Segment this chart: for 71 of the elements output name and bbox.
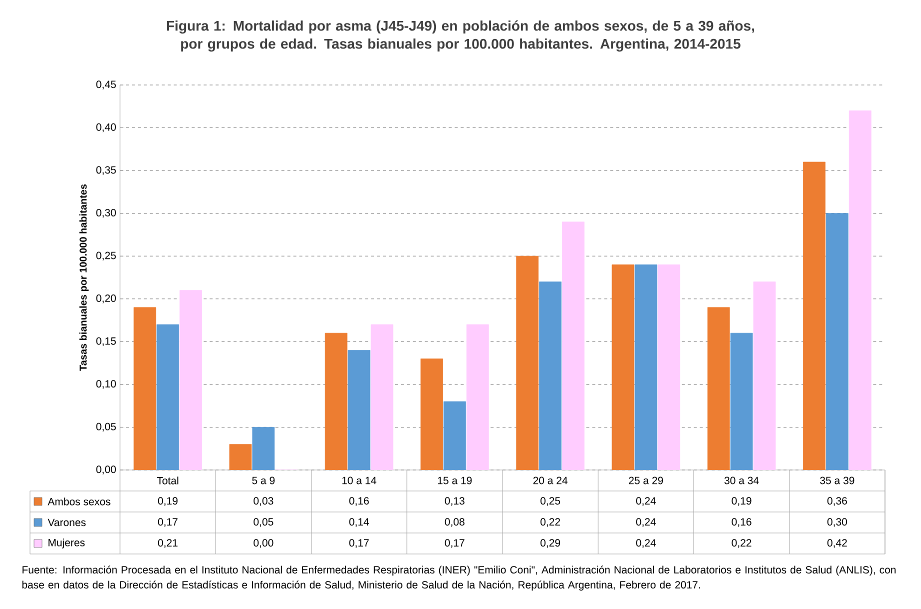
y-tick-label: 0,30 <box>96 208 116 218</box>
bar <box>803 162 826 470</box>
data-label: 0,42 <box>827 539 847 548</box>
bar <box>324 332 348 470</box>
chart-title: Figura 1: Mortalidad por asma (J45-J49) en población de ambos sexos, de 5 a 39 años, por grupos de edad. Tasas bianuales por 100.000 habitantes. Argentina, 2014-2015 <box>166 20 754 52</box>
bar <box>229 444 252 470</box>
data-label: 0,03 <box>254 497 274 506</box>
data-label: 0,24 <box>636 539 656 548</box>
bar <box>826 213 848 470</box>
bar <box>348 350 370 470</box>
x-tick-label: 30 a 34 <box>724 476 759 484</box>
data-label: 0,25 <box>540 497 560 506</box>
bar <box>634 264 658 470</box>
bar <box>252 427 275 470</box>
data-label: 0,00 <box>254 539 274 548</box>
data-label: 0,29 <box>540 539 560 548</box>
legend-label: Ambos sexos <box>48 498 110 506</box>
bar <box>180 290 202 470</box>
data-label: 0,19 <box>732 497 752 506</box>
bar <box>370 324 394 470</box>
data-label: 0,08 <box>444 518 464 527</box>
y-tick-label: 0,00 <box>96 466 116 474</box>
data-label: 0,24 <box>636 518 656 527</box>
data-label: 0,17 <box>158 518 178 527</box>
bar <box>443 401 466 470</box>
legend-label: Mujeres <box>48 538 85 548</box>
data-label: 0,16 <box>349 497 369 506</box>
x-tick-label: 25 a 29 <box>628 476 663 484</box>
data-label: 0,19 <box>158 497 178 506</box>
bar <box>658 264 680 470</box>
data-label: 0,30 <box>827 518 847 527</box>
bar <box>753 282 776 470</box>
x-tick-label: 20 a 24 <box>533 476 568 484</box>
legend-label: Varones <box>48 518 86 526</box>
y-tick-label: 0,25 <box>96 252 116 260</box>
x-tick-label: 5 a 9 <box>252 476 275 484</box>
y-tick-label: 0,20 <box>96 294 116 304</box>
x-tick-label: 15 a 19 <box>438 476 472 484</box>
bar <box>730 332 753 470</box>
y-tick-label: 0,15 <box>96 337 116 346</box>
data-label: 0,17 <box>349 539 369 548</box>
data-label: 0,16 <box>732 518 752 527</box>
data-label: 0,24 <box>636 497 656 506</box>
data-label: 0,36 <box>827 497 847 506</box>
data-label: 0,05 <box>254 518 274 527</box>
data-label: 0,22 <box>540 518 560 527</box>
bar <box>612 264 634 470</box>
bar <box>466 324 489 470</box>
x-tick-label: 35 a 39 <box>820 476 854 484</box>
x-tick-label: 10 a 14 <box>342 476 376 484</box>
y-tick-label: 0,35 <box>96 166 116 175</box>
data-label: 0,22 <box>732 539 752 548</box>
bar <box>707 307 730 470</box>
x-tick-label: Total <box>156 476 178 484</box>
y-tick-label: 0,05 <box>96 422 116 432</box>
data-label: 0,17 <box>444 539 464 548</box>
bar <box>156 324 180 470</box>
data-label: 0,21 <box>158 539 178 548</box>
bar <box>562 222 584 470</box>
bar <box>539 282 562 470</box>
y-tick-label: 0,10 <box>96 380 116 389</box>
source-note: Fuente: Información Procesada en el Instituto Nacional de Enfermedades Respiratorias (INER) "Emilio Coni", Administración Nacional de Laboratorios e Institutos de Salud (ANLIS), con base en datos de la Dirección de Estadísticas e Información de Salud, Ministerio de Salud de la Nación, República Argentina, Febrero de 2017. <box>22 566 896 591</box>
y-axis-title: Tasas bianuales por 100.000 habitantes <box>79 184 89 371</box>
y-tick-label: 0,45 <box>96 80 116 90</box>
data-label: 0,13 <box>444 497 464 506</box>
data-label: 0,14 <box>349 518 369 527</box>
bar <box>848 110 872 470</box>
y-tick-label: 0,40 <box>96 123 116 132</box>
bar <box>420 358 443 470</box>
bar <box>516 256 539 470</box>
bar <box>134 307 156 470</box>
